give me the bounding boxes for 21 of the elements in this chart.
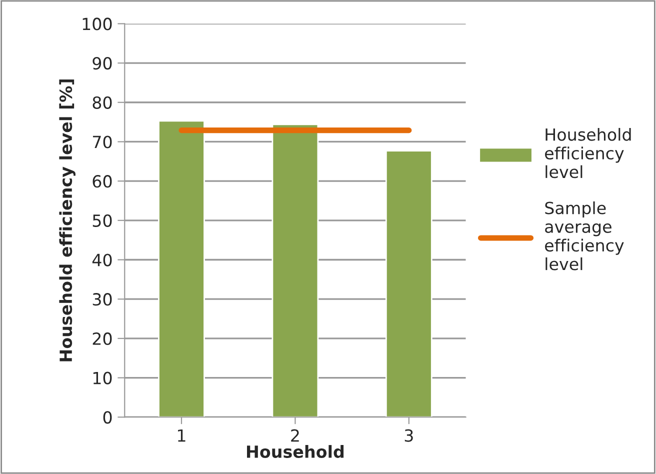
y-tick-label: 80 [92, 96, 112, 109]
y-tick-label: 70 [92, 136, 112, 148]
legend-label: Sample average efficiency level [545, 201, 624, 270]
y-tick-label: 10 [93, 372, 112, 384]
y-tick-label: 20 [92, 332, 112, 346]
y-tick-label: 0 [103, 411, 112, 424]
y-tick-label: 90 [92, 57, 112, 70]
x-axis-title: Household [247, 445, 344, 458]
y-tick-label: 50 [92, 214, 112, 227]
y-tick-label: 100 [82, 18, 112, 30]
x-tick-label: 2 [291, 429, 299, 442]
bar [158, 120, 205, 418]
y-tick-label: 40 [92, 254, 112, 266]
y-tick-label: 30 [92, 293, 112, 306]
bar [385, 150, 432, 418]
x-tick-label: 3 [404, 429, 413, 442]
bar [272, 124, 319, 418]
x-tick-label: 1 [178, 429, 186, 442]
y-axis-title: Household efficiency level [%] [59, 79, 76, 362]
y-tick-label: 60 [92, 175, 112, 188]
legend-label: Household efficiency level [545, 128, 631, 178]
